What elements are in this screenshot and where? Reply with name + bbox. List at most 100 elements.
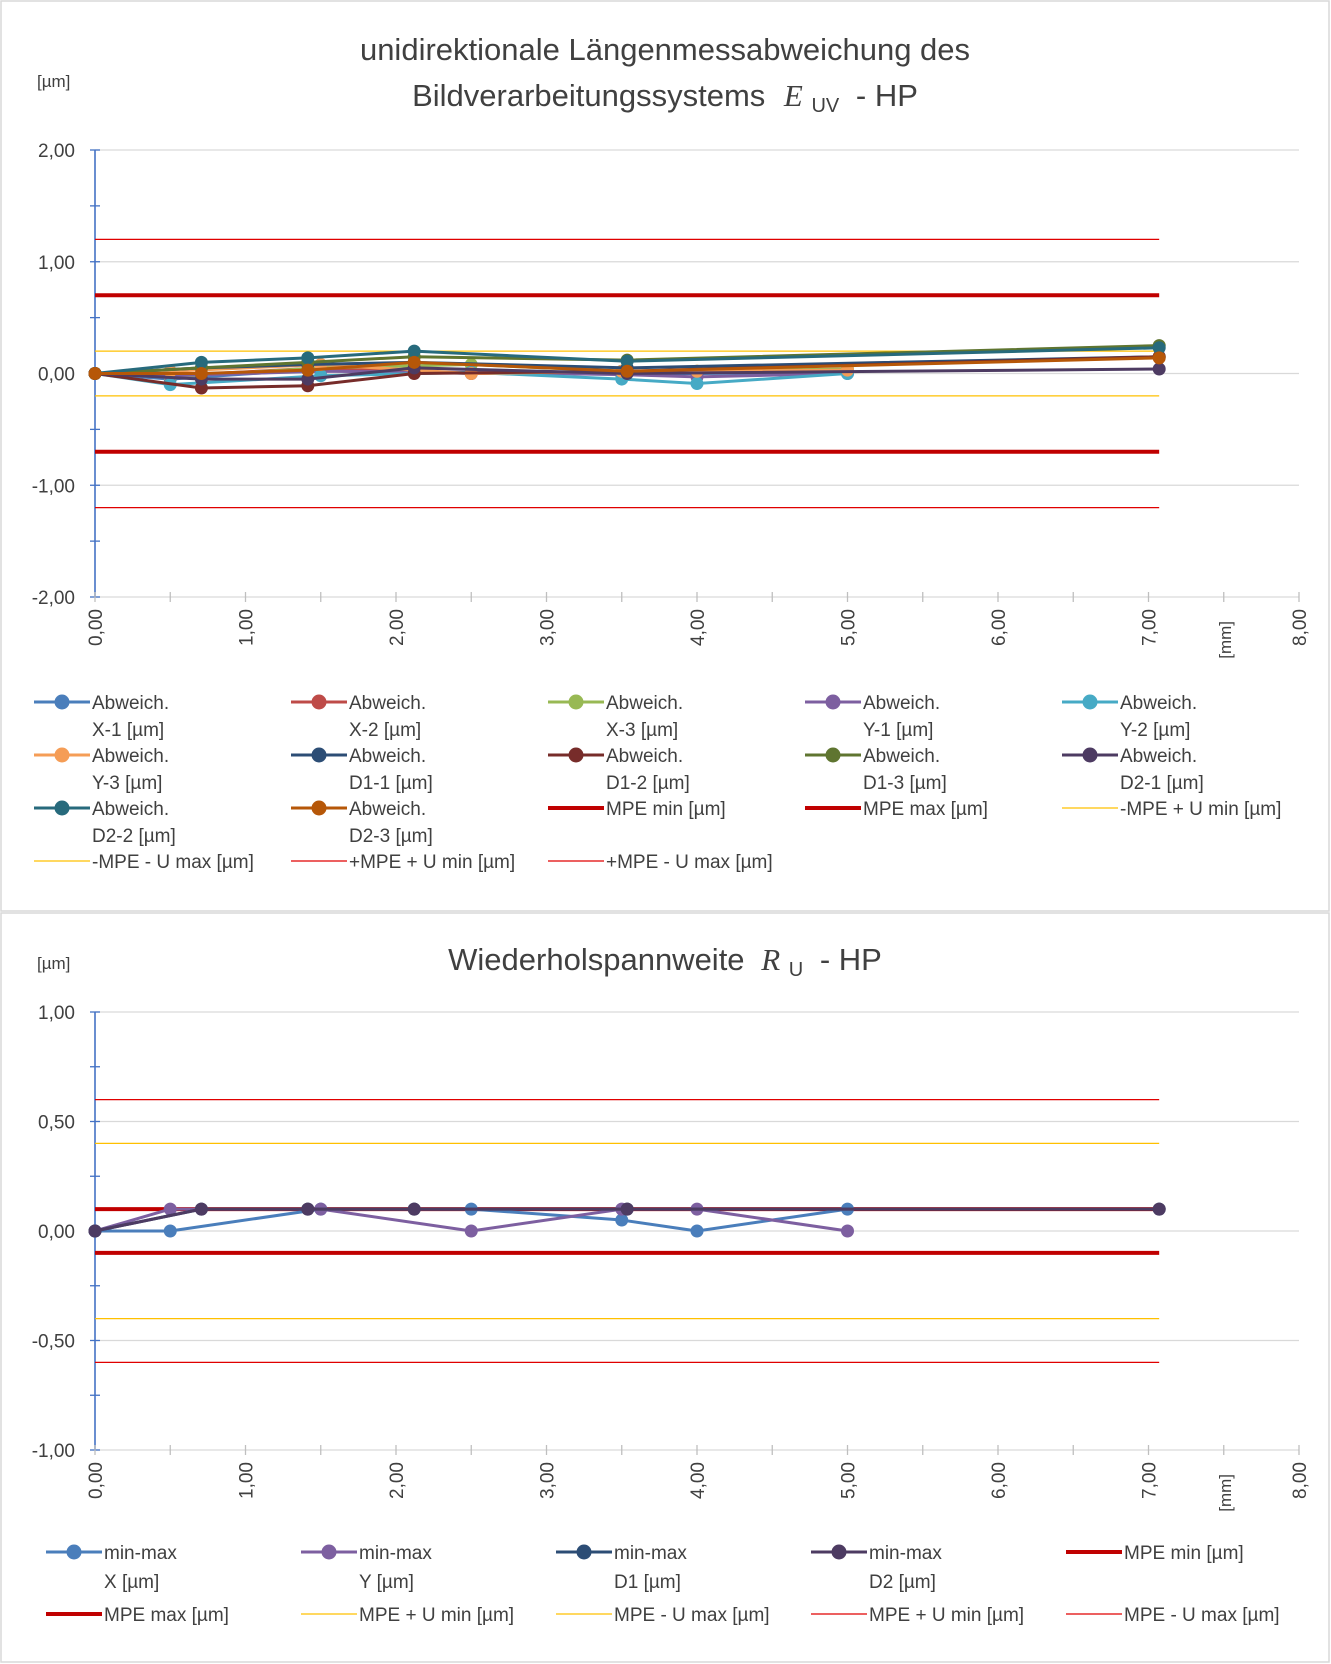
chart-1-series-11-point-0 xyxy=(88,367,102,380)
chart-2-xlabel: [mm] xyxy=(1216,1474,1235,1512)
chart-length-deviation: unidirektionale Längenmessabweichung des… xyxy=(0,0,1330,912)
chart-1-legend-label: Abweich. Y-1 [µm] xyxy=(863,693,940,741)
chart-1-series-10-point-3 xyxy=(407,344,421,358)
chart-2-x-tick-label: 5,00 xyxy=(839,1462,860,1499)
chart-1-legend-label: Abweich. Y-3 [µm] xyxy=(92,746,169,794)
chart-2-x-tick-label: 7,00 xyxy=(1140,1462,1161,1499)
chart-1-legend-marker xyxy=(311,747,327,763)
chart-2-series-1-point-1 xyxy=(163,1202,177,1216)
chart-1-legend-label: Abweich. X-3 [µm] xyxy=(606,693,683,741)
chart-1-frame xyxy=(0,0,1330,912)
chart-2-legend-item: MPE min [µm] xyxy=(1066,1543,1244,1564)
chart-1-legend-item: -MPE - U max [µm] xyxy=(34,852,254,873)
chart-1-legend-item: Abweich. X-1 [µm] xyxy=(34,693,169,741)
chart-1-title-prefix: Bildverarbeitungssystems xyxy=(412,78,765,113)
chart-2-series-3-point-5 xyxy=(1152,1202,1166,1216)
chart-2-series-1-point-6 xyxy=(841,1224,854,1238)
chart-1-legend-marker xyxy=(54,800,70,816)
chart-1-legend-item: Abweich. D1-1 [µm] xyxy=(291,746,433,794)
chart-1-y-tick-label: -2,00 xyxy=(32,588,75,609)
chart-1-series-10-point-1 xyxy=(194,355,208,369)
chart-1-legend-marker xyxy=(1082,747,1098,763)
chart-1-legend-item: MPE max [µm] xyxy=(805,799,988,820)
chart-1-y-tick-label: -1,00 xyxy=(32,476,75,497)
chart-2-series-3-point-4 xyxy=(620,1202,634,1216)
chart-1-legend-marker xyxy=(311,800,327,816)
chart-1-x-tick-label: 0,00 xyxy=(86,609,107,646)
chart-1-series-11-point-1 xyxy=(194,367,208,380)
chart-2-legend-item: MPE + U min [µm] xyxy=(811,1605,1024,1626)
chart-2-legend-item: MPE + U min [µm] xyxy=(301,1605,514,1626)
chart-1-series-line-10 xyxy=(94,346,1160,375)
chart-2-legend-item: min-max X [µm] xyxy=(46,1543,177,1593)
chart-1-legend-label: -MPE - U max [µm] xyxy=(92,852,254,873)
chart-1-legend-marker xyxy=(311,694,327,710)
chart-2-x-tick-label: 4,00 xyxy=(688,1462,709,1499)
chart-2-series-3-point-1 xyxy=(194,1202,208,1216)
chart-1-legend-item: +MPE + U min [µm] xyxy=(291,852,515,873)
chart-1-x-tick-label: 2,00 xyxy=(387,609,408,646)
chart-1-series-line-9 xyxy=(94,366,1160,381)
chart-1-legend-item: Abweich. Y-2 [µm] xyxy=(1062,693,1197,741)
chart-2-legend-item: MPE max [µm] xyxy=(46,1605,229,1626)
chart-1-title-symbol: E xyxy=(783,78,803,113)
chart-1-legend-marker xyxy=(54,694,70,710)
chart-1-legend-label: Abweich. D2-2 [µm] xyxy=(92,799,176,847)
chart-1-legend-label: Abweich. D1-2 [µm] xyxy=(606,746,690,794)
chart-1-xlabel: [mm] xyxy=(1216,621,1235,659)
chart-2-ylabel: [µm] xyxy=(37,954,70,973)
chart-2-y-tick-label: -0,50 xyxy=(32,1332,75,1353)
chart-1-x-tick-label: 7,00 xyxy=(1140,609,1161,646)
chart-2-legend-item: MPE - U max [µm] xyxy=(1066,1605,1280,1626)
chart-2-title-symbol: R xyxy=(760,942,780,977)
chart-1-ylabel: [µm] xyxy=(37,72,70,91)
chart-2-legend-item: min-max Y [µm] xyxy=(301,1543,432,1593)
chart-2-x-tick-label: 8,00 xyxy=(1290,1462,1311,1499)
chart-1-legend-label: -MPE + U min [µm] xyxy=(1120,799,1281,820)
chart-2-legend-label: MPE min [µm] xyxy=(1124,1543,1244,1564)
chart-1-legend-item: Abweich. D1-3 [µm] xyxy=(805,746,947,794)
chart-2-legend-label: MPE - U max [µm] xyxy=(1124,1605,1280,1626)
chart-2-legend-label: min-max D1 [µm] xyxy=(614,1543,687,1593)
chart-2-legend-label: MPE max [µm] xyxy=(104,1605,229,1626)
chart-2-series-line-3 xyxy=(94,1207,1160,1233)
chart-2-legend-label: min-max D2 [µm] xyxy=(869,1543,942,1593)
chart-1-legend-item: Abweich. X-2 [µm] xyxy=(291,693,426,741)
chart-1-legend-marker xyxy=(825,694,841,710)
chart-1-title-line-2: Bildverarbeitungssystems E UV - HP xyxy=(412,78,918,119)
chart-2-frame xyxy=(0,912,1330,1663)
chart-1-legend-label: +MPE + U min [µm] xyxy=(349,852,515,873)
chart-1-title-suffix: - HP xyxy=(856,78,918,113)
chart-1-legend-item: Abweich. X-3 [µm] xyxy=(548,693,683,741)
chart-1-legend-label: +MPE - U max [µm] xyxy=(606,852,773,873)
chart-1-y-tick-label: 2,00 xyxy=(38,141,75,162)
chart-1-x-tick-label: 3,00 xyxy=(538,609,559,646)
chart-2-x-tick-label: 2,00 xyxy=(387,1462,408,1499)
chart-1-legend-item: Abweich. Y-3 [µm] xyxy=(34,746,169,794)
chart-2-series-1-point-3 xyxy=(464,1224,478,1238)
chart-1-legend-item: MPE min [µm] xyxy=(548,799,726,820)
chart-2-series-0-point-1 xyxy=(163,1224,177,1238)
chart-repeatability-range: Wiederholspannweite R U - HP [µm] 1,00 0,… xyxy=(0,912,1330,1663)
chart-1-legend-label: Abweich. X-1 [µm] xyxy=(92,693,169,741)
chart-1-series-10-point-5 xyxy=(1152,341,1166,355)
chart-1-series-11-point-5 xyxy=(1152,351,1166,365)
chart-1-series-4-point-5 xyxy=(690,377,704,391)
chart-1-series-7-point-1 xyxy=(194,381,208,395)
chart-2-series-3-point-0 xyxy=(88,1224,102,1238)
chart-1-legend-label: Abweich. D2-3 [µm] xyxy=(349,799,433,847)
chart-2-legend-item: min-max D2 [µm] xyxy=(811,1543,942,1593)
chart-1-legend-marker xyxy=(54,747,70,763)
chart-1-series-9-point-5 xyxy=(1152,362,1166,376)
chart-1-title-symbol-sub: UV xyxy=(811,95,839,117)
chart-1-x-tick-label: 8,00 xyxy=(1290,609,1311,646)
chart-2-title-prefix: Wiederholspannweite xyxy=(448,942,744,977)
chart-2-legend-item: min-max D1 [µm] xyxy=(556,1543,687,1593)
chart-2-legend-label: MPE - U max [µm] xyxy=(614,1605,770,1626)
chart-1-series-10-point-4 xyxy=(620,354,634,368)
chart-1-legend-label: Abweich. Y-2 [µm] xyxy=(1120,693,1197,741)
chart-2-title-suffix: - HP xyxy=(820,942,882,977)
chart-1-series-line-11 xyxy=(95,356,1160,375)
chart-1-legend-item: -MPE + U min [µm] xyxy=(1062,799,1281,820)
chart-1-legend-item: Abweich. Y-1 [µm] xyxy=(805,693,940,741)
